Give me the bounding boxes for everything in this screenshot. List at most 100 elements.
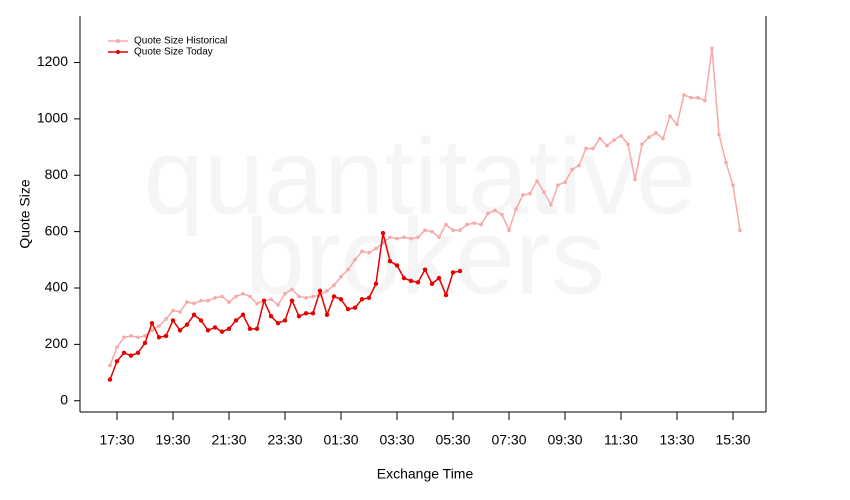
data-point (422, 267, 428, 272)
y-tick-label: 1000 (37, 110, 68, 126)
data-point (689, 95, 693, 100)
y-tick-label: 200 (45, 335, 69, 351)
data-point (367, 250, 371, 255)
data-point (409, 236, 413, 241)
data-point (703, 98, 707, 103)
data-point (115, 345, 119, 349)
data-point (136, 335, 140, 340)
data-point (185, 300, 189, 304)
data-point (178, 310, 182, 314)
data-point (114, 359, 120, 364)
data-point (507, 228, 511, 233)
legend-marker (116, 50, 120, 54)
data-point (457, 268, 463, 274)
data-point (135, 350, 141, 356)
y-tick-label: 400 (45, 279, 69, 295)
data-point (528, 191, 532, 196)
data-point (227, 300, 231, 304)
data-point (366, 295, 372, 301)
x-tick-label: 15:30 (715, 432, 750, 448)
data-point (353, 258, 357, 262)
data-point (325, 289, 329, 293)
data-point (542, 190, 546, 194)
data-point (108, 363, 112, 368)
data-point (331, 294, 337, 299)
data-point (359, 297, 365, 302)
data-point (408, 278, 414, 284)
data-point (360, 249, 364, 254)
data-point (682, 93, 686, 97)
data-point (514, 207, 518, 211)
data-point (212, 325, 218, 330)
data-point (374, 246, 378, 251)
data-point (598, 136, 602, 141)
data-point (170, 318, 176, 323)
x-tick-label: 05:30 (435, 432, 470, 448)
y-tick-label: 600 (45, 222, 69, 238)
data-point (605, 143, 609, 148)
data-point (150, 328, 154, 333)
data-point (121, 350, 127, 356)
data-point (205, 328, 211, 333)
data-point (142, 340, 148, 346)
data-point (380, 230, 386, 236)
data-point (443, 292, 449, 298)
x-tick-label: 17:30 (99, 432, 134, 448)
data-point (339, 274, 343, 279)
data-point (198, 318, 204, 323)
data-point (282, 318, 288, 323)
y-axis-title: Quote Size (17, 179, 33, 248)
data-point (303, 311, 309, 316)
x-axis-title: Exchange Time (377, 466, 474, 482)
data-point (535, 179, 539, 183)
data-point (191, 312, 197, 317)
watermark: brokers (245, 196, 605, 317)
data-point (268, 313, 274, 319)
x-tick-label: 11:30 (604, 432, 638, 448)
data-point (415, 280, 421, 285)
x-tick-label: 19:30 (155, 432, 190, 448)
data-point (317, 288, 323, 294)
legend-marker (116, 39, 120, 43)
data-point (199, 298, 203, 303)
data-point (276, 303, 280, 307)
data-point (177, 328, 183, 333)
data-point (563, 180, 567, 185)
data-point (171, 308, 175, 313)
data-point (500, 212, 504, 217)
data-point (220, 294, 224, 299)
data-point (345, 306, 351, 312)
data-point (429, 281, 435, 286)
data-point (261, 298, 267, 303)
data-point (675, 122, 679, 127)
data-point (122, 335, 126, 340)
data-point (387, 259, 393, 264)
data-point (394, 263, 400, 268)
y-tick-label: 0 (60, 391, 68, 407)
data-point (296, 313, 302, 319)
x-tick-label: 03:30 (379, 432, 414, 448)
data-point (640, 142, 644, 147)
x-tick-label: 21:30 (211, 432, 246, 448)
data-point (346, 267, 350, 272)
x-tick-label: 23:30 (267, 432, 302, 448)
data-point (647, 135, 651, 139)
data-point (157, 324, 161, 328)
data-point (233, 318, 239, 323)
data-point (402, 235, 406, 240)
data-point (388, 235, 392, 240)
data-point (738, 228, 742, 233)
data-point (269, 297, 273, 302)
data-point (275, 321, 281, 326)
data-point (430, 229, 434, 234)
data-point (213, 296, 217, 300)
data-point (164, 317, 168, 321)
x-tick-label: 01:30 (323, 432, 358, 448)
data-point (437, 235, 441, 240)
data-point (570, 167, 574, 172)
data-point (129, 334, 133, 338)
data-point (283, 291, 287, 296)
x-tick-label: 13:30 (659, 432, 694, 448)
data-point (395, 236, 399, 241)
data-point (310, 311, 316, 316)
